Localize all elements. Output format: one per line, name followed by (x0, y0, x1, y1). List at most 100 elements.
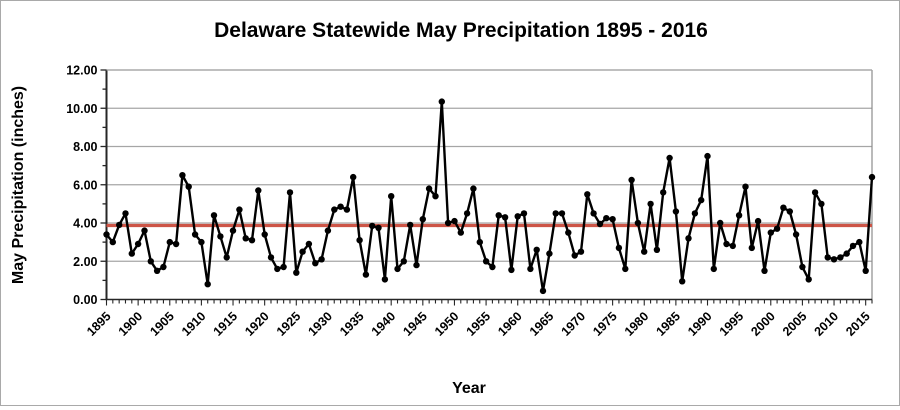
data-point (438, 98, 445, 105)
data-point (754, 217, 762, 225)
x-tick-label: 1985 (653, 309, 683, 339)
x-tick-label: 1975 (590, 309, 620, 339)
data-point (780, 204, 787, 211)
data-point (248, 237, 256, 244)
x-tick-label: 1980 (622, 309, 652, 339)
data-point (191, 231, 199, 238)
data-point (577, 248, 585, 255)
data-point (520, 210, 528, 217)
data-point (166, 238, 173, 246)
x-tick-label: 2000 (748, 309, 778, 339)
data-point (843, 250, 850, 257)
x-tick-label: 1925 (274, 309, 304, 339)
data-point (280, 263, 287, 271)
data-point (236, 206, 243, 213)
data-point (318, 256, 325, 263)
data-point (160, 263, 167, 271)
data-point (685, 235, 692, 242)
data-point (179, 172, 186, 179)
data-point (274, 265, 281, 273)
data-point (267, 254, 275, 261)
data-point (786, 208, 793, 215)
y-axis-label: May Precipitation (inches) (10, 86, 27, 284)
data-point (837, 254, 844, 261)
data-points (103, 98, 876, 295)
data-point (748, 244, 755, 252)
y-tick-label: 12.00 (66, 64, 97, 78)
x-tick-label: 2015 (843, 309, 873, 339)
data-point (172, 240, 180, 248)
x-tick-label: 1910 (179, 309, 209, 339)
data-point (457, 229, 464, 236)
data-point (299, 248, 306, 255)
data-point (508, 266, 515, 274)
y-tick-label: 8.00 (73, 140, 97, 154)
data-point (868, 173, 876, 181)
data-point (672, 208, 680, 215)
data-point (710, 265, 717, 273)
x-tick-label: 1920 (242, 309, 272, 339)
data-point (830, 256, 838, 263)
data-point (400, 258, 407, 265)
data-point (153, 267, 161, 274)
x-tick-label: 1970 (559, 309, 589, 339)
data-point (261, 231, 268, 238)
data-point (350, 173, 357, 181)
x-tick-label: 2010 (812, 309, 842, 339)
x-tick-label: 1960 (495, 309, 525, 339)
data-point (210, 212, 218, 219)
data-point (717, 219, 724, 227)
data-point (546, 250, 553, 257)
data-point (141, 227, 148, 234)
data-point (622, 265, 629, 273)
data-point (305, 240, 313, 248)
x-tick-label: 1935 (337, 309, 367, 339)
data-point (242, 235, 249, 242)
x-tick-label: 1895 (84, 309, 114, 339)
data-point (641, 248, 648, 255)
x-tick-label: 1900 (116, 309, 146, 339)
data-point (647, 200, 654, 208)
data-point (255, 187, 262, 194)
x-tick-label: 1905 (147, 309, 177, 339)
data-point (223, 254, 230, 261)
x-tick-label: 1995 (717, 309, 747, 339)
data-point (432, 193, 439, 200)
data-point (324, 227, 332, 234)
data-point (660, 189, 667, 196)
data-point (463, 210, 471, 217)
data-point (185, 183, 192, 190)
data-point (603, 215, 610, 222)
data-point (495, 212, 502, 219)
data-point (407, 221, 414, 229)
data-point (451, 217, 458, 225)
data-point (286, 189, 294, 196)
data-point (293, 269, 300, 276)
data-point (482, 258, 490, 265)
data-point (767, 229, 774, 236)
x-tick-label: 1930 (305, 309, 335, 339)
data-point (501, 214, 509, 221)
data-point (609, 216, 616, 223)
gridlines (106, 69, 872, 262)
data-point (792, 231, 800, 238)
data-point (862, 267, 869, 274)
data-point (331, 206, 338, 213)
data-point (811, 189, 819, 196)
data-point (109, 238, 117, 246)
y-axis-ticks: 0.00 2.00 4.00 6.00 8.00 10.00 12.00 (66, 64, 107, 307)
data-point (653, 246, 661, 253)
data-point (489, 263, 496, 271)
data-point (375, 224, 382, 231)
data-point (343, 206, 351, 213)
x-tick-label: 1915 (211, 309, 241, 339)
y-tick-label: 4.00 (73, 217, 97, 231)
data-point (552, 210, 559, 217)
precipitation-series-line (105, 100, 874, 293)
data-point (565, 229, 572, 236)
data-point (527, 265, 534, 273)
data-point (229, 227, 237, 234)
